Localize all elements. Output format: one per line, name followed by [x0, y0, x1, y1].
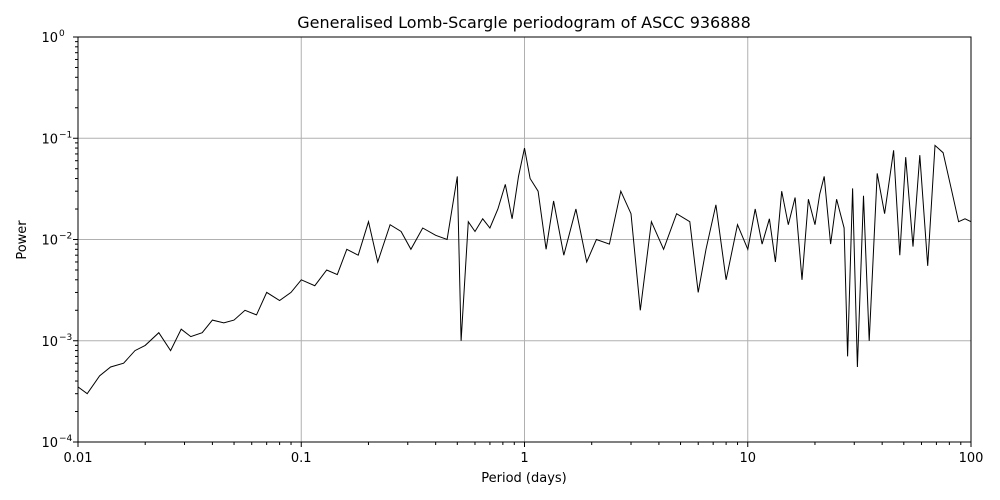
- y-tick-mantissa: 10: [41, 436, 58, 451]
- y-tick-mantissa: 10: [41, 335, 58, 350]
- y-tick-exponent: −1: [59, 130, 72, 140]
- y-tick-label: 10: [41, 436, 58, 451]
- y-tick-label: 10: [41, 132, 58, 147]
- chart-title: Generalised Lomb-Scargle periodogram of …: [297, 13, 751, 32]
- x-axis-ticks: 0.01 0.1 1 10 100: [64, 442, 984, 466]
- y-tick-exponent: −4: [59, 434, 73, 444]
- y-tick-label: 10: [41, 234, 58, 249]
- y-tick-mantissa: 10: [41, 234, 58, 249]
- x-axis-label: Period (days): [481, 471, 567, 486]
- x-tick-label: 1: [520, 451, 528, 466]
- x-tick-label: 0.01: [64, 451, 93, 466]
- plot-area: [78, 144, 971, 395]
- x-tick-label: 100: [959, 451, 984, 466]
- x-tick-label: 10: [739, 451, 756, 466]
- y-tick-exponent: 0: [59, 29, 65, 39]
- y-tick-mantissa: 10: [41, 132, 58, 147]
- y-axis-label: Power: [15, 220, 30, 260]
- y-tick-label: 10: [41, 335, 58, 350]
- y-tick-label: 10: [41, 31, 58, 46]
- y-tick-mantissa: 10: [41, 31, 58, 46]
- x-tick-label: 0.1: [291, 451, 312, 466]
- y-tick-exponent: −2: [59, 232, 72, 242]
- y-tick-exponent: −3: [59, 333, 72, 343]
- periodogram-line: [78, 144, 971, 395]
